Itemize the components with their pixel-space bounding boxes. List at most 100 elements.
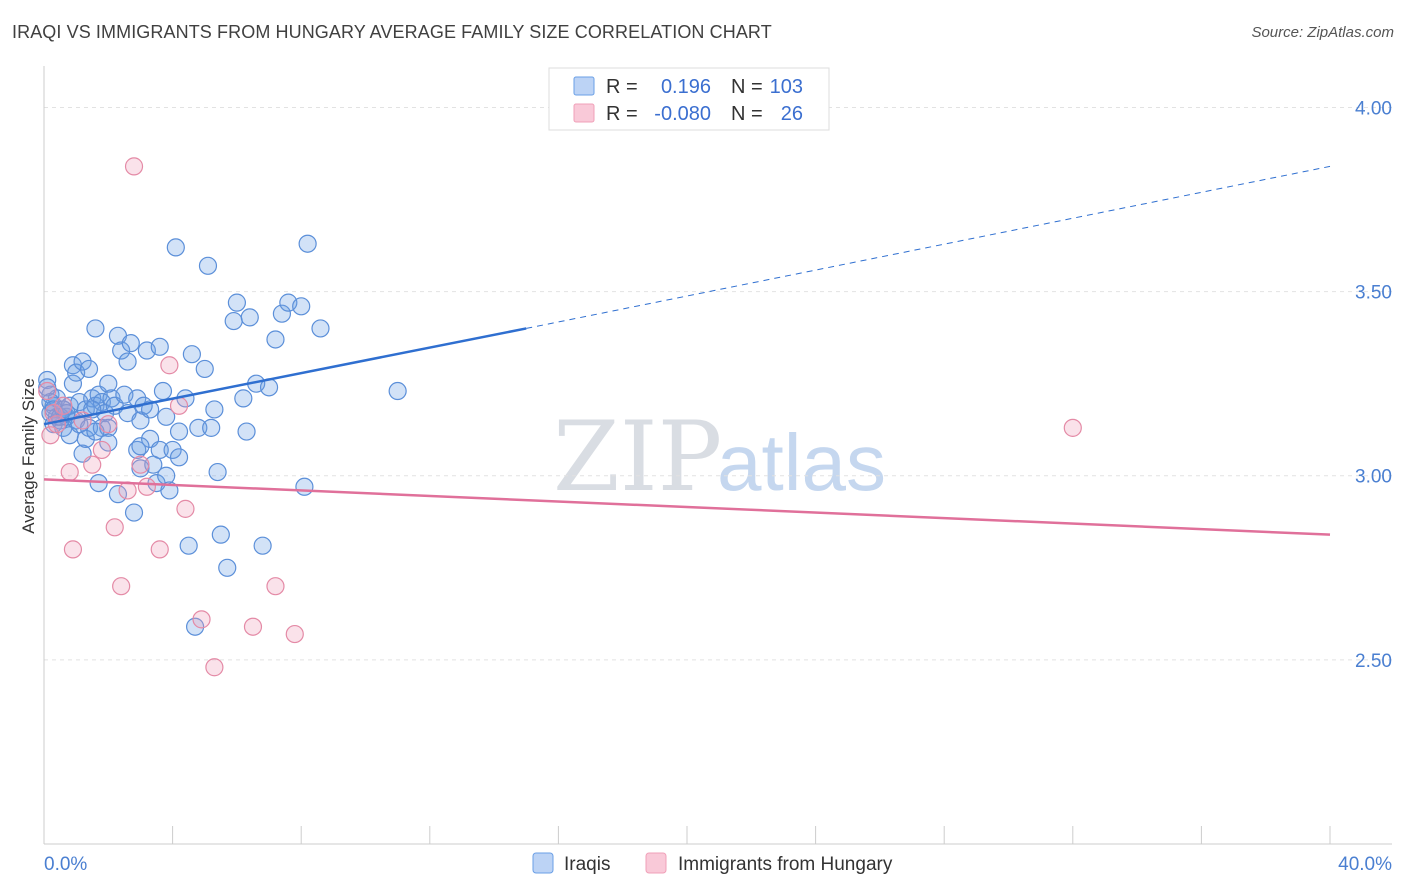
point-iraqis-43 xyxy=(121,334,140,353)
chart-title: IRAQI VS IMMIGRANTS FROM HUNGARY AVERAGE… xyxy=(12,22,772,42)
point-iraqis-44 xyxy=(124,503,144,522)
point-iraqis-58 xyxy=(157,407,176,426)
legend-top: R = 0.196 N = 103 R = -0.080 N = 26 xyxy=(548,67,830,131)
point-iraqis-91 xyxy=(311,319,330,338)
y-tick-label-1: 3.00 xyxy=(1355,467,1392,488)
point-iraqis-75 xyxy=(211,525,230,544)
point-iraqis-69 xyxy=(189,418,208,437)
x-tick-label-1: 40.0% xyxy=(1338,854,1392,875)
y-tick-label-2: 3.50 xyxy=(1355,283,1392,304)
point-iraqis-62 xyxy=(166,238,185,257)
point-hungary-1 xyxy=(41,426,60,445)
legend-box xyxy=(548,67,830,131)
point-iraqis-86 xyxy=(272,304,292,323)
point-iraqis-23 xyxy=(79,359,99,379)
legend-label-hungary: Immigrants from Hungary xyxy=(678,854,893,875)
legend-r-label-1: R = xyxy=(606,76,638,98)
point-iraqis-78 xyxy=(227,293,246,312)
legend-swatch-iraqis-bottom xyxy=(532,852,554,874)
point-iraqis-57 xyxy=(153,381,173,401)
point-hungary-4 xyxy=(54,396,73,415)
point-iraqis-100 xyxy=(388,381,407,401)
point-iraqis-85 xyxy=(266,330,285,349)
tick-labels: 2.50 3.00 3.50 4.00 0.0% 40.0% xyxy=(44,98,1392,875)
point-iraqis-73 xyxy=(205,400,224,419)
point-hungary-20 xyxy=(176,499,195,518)
watermark-atlas: atlas xyxy=(717,418,886,507)
point-iraqis-19 xyxy=(73,352,92,371)
trend-hungary xyxy=(43,478,1331,536)
watermark-zip: ZIP xyxy=(553,401,722,513)
y-axis-label: Average Family Size xyxy=(19,378,38,534)
point-iraqis-77 xyxy=(224,311,243,331)
legend-n-label-1: N = xyxy=(731,76,763,98)
point-hungary-11 xyxy=(105,518,124,537)
point-iraqis-38 xyxy=(108,485,128,504)
trend-iraqis-solid xyxy=(43,327,527,426)
point-iraqis-61 xyxy=(163,440,182,460)
point-iraqis-72 xyxy=(202,418,221,437)
point-hungary-17 xyxy=(150,540,169,559)
y-tick-label-0: 2.50 xyxy=(1355,651,1392,672)
legend-r-value-1: 0.196 xyxy=(661,76,711,98)
legend-r-label-2: R = xyxy=(606,103,638,125)
axes xyxy=(43,66,1392,845)
legend-swatch-iraqis xyxy=(573,76,595,96)
legend-swatch-hungary-bottom xyxy=(645,852,667,874)
legend-label-iraqis: Iraqis xyxy=(564,854,610,875)
point-hungary-10 xyxy=(99,415,118,434)
point-iraqis-83 xyxy=(253,536,272,555)
point-hungary-0 xyxy=(38,381,57,401)
point-hungary-24 xyxy=(266,577,285,596)
gridlines xyxy=(44,106,1392,661)
point-iraqis-68 xyxy=(186,617,205,636)
point-hungary-15 xyxy=(131,455,150,474)
legend-n-label-2: N = xyxy=(731,103,763,125)
point-iraqis-90 xyxy=(298,234,317,253)
point-iraqis-67 xyxy=(182,345,201,364)
point-hungary-12 xyxy=(112,577,131,596)
point-hungary-18 xyxy=(160,356,179,375)
point-hungary-5 xyxy=(60,462,79,482)
source-credit: Source: ZipAtlas.com xyxy=(1251,24,1394,41)
watermark: ZIP atlas xyxy=(553,401,886,513)
point-iraqis-63 xyxy=(169,448,189,467)
point-iraqis-79 xyxy=(234,389,253,408)
point-hungary-14 xyxy=(124,157,144,176)
point-iraqis-70 xyxy=(195,359,214,379)
point-iraqis-39 xyxy=(112,341,131,360)
legend-n-value-2: 26 xyxy=(781,103,803,125)
y-tick-label-3: 4.00 xyxy=(1355,98,1392,119)
point-iraqis-41 xyxy=(118,352,137,371)
point-iraqis-59 xyxy=(157,466,176,485)
point-iraqis-88 xyxy=(292,297,311,316)
point-hungary-22 xyxy=(205,658,224,677)
legend-r-value-2: -0.080 xyxy=(654,103,711,125)
point-iraqis-34 xyxy=(99,433,118,452)
trend-iraqis-dashed xyxy=(526,165,1331,329)
point-hungary-3 xyxy=(47,415,66,434)
point-iraqis-26 xyxy=(86,319,105,338)
x-tick-label-0: 0.0% xyxy=(44,854,87,875)
point-iraqis-56 xyxy=(150,337,169,356)
point-hungary-26 xyxy=(1063,418,1082,437)
point-hungary-9 xyxy=(92,440,111,460)
legend-swatch-hungary xyxy=(573,103,595,123)
point-iraqis-71 xyxy=(198,256,218,275)
point-hungary-23 xyxy=(243,617,263,636)
point-hungary-25 xyxy=(285,624,304,644)
point-hungary-13 xyxy=(118,481,137,500)
point-hungary-21 xyxy=(192,610,211,629)
point-iraqis-76 xyxy=(218,558,237,577)
point-hungary-16 xyxy=(137,477,156,496)
point-iraqis-80 xyxy=(237,422,256,441)
point-iraqis-74 xyxy=(208,462,227,482)
point-iraqis-101 xyxy=(131,437,150,456)
point-hungary-6 xyxy=(63,540,83,559)
point-iraqis-64 xyxy=(169,422,189,441)
point-iraqis-55 xyxy=(150,440,169,460)
legend-n-value-1: 103 xyxy=(770,76,803,98)
point-iraqis-13 xyxy=(63,374,83,393)
point-iraqis-22 xyxy=(76,400,95,419)
